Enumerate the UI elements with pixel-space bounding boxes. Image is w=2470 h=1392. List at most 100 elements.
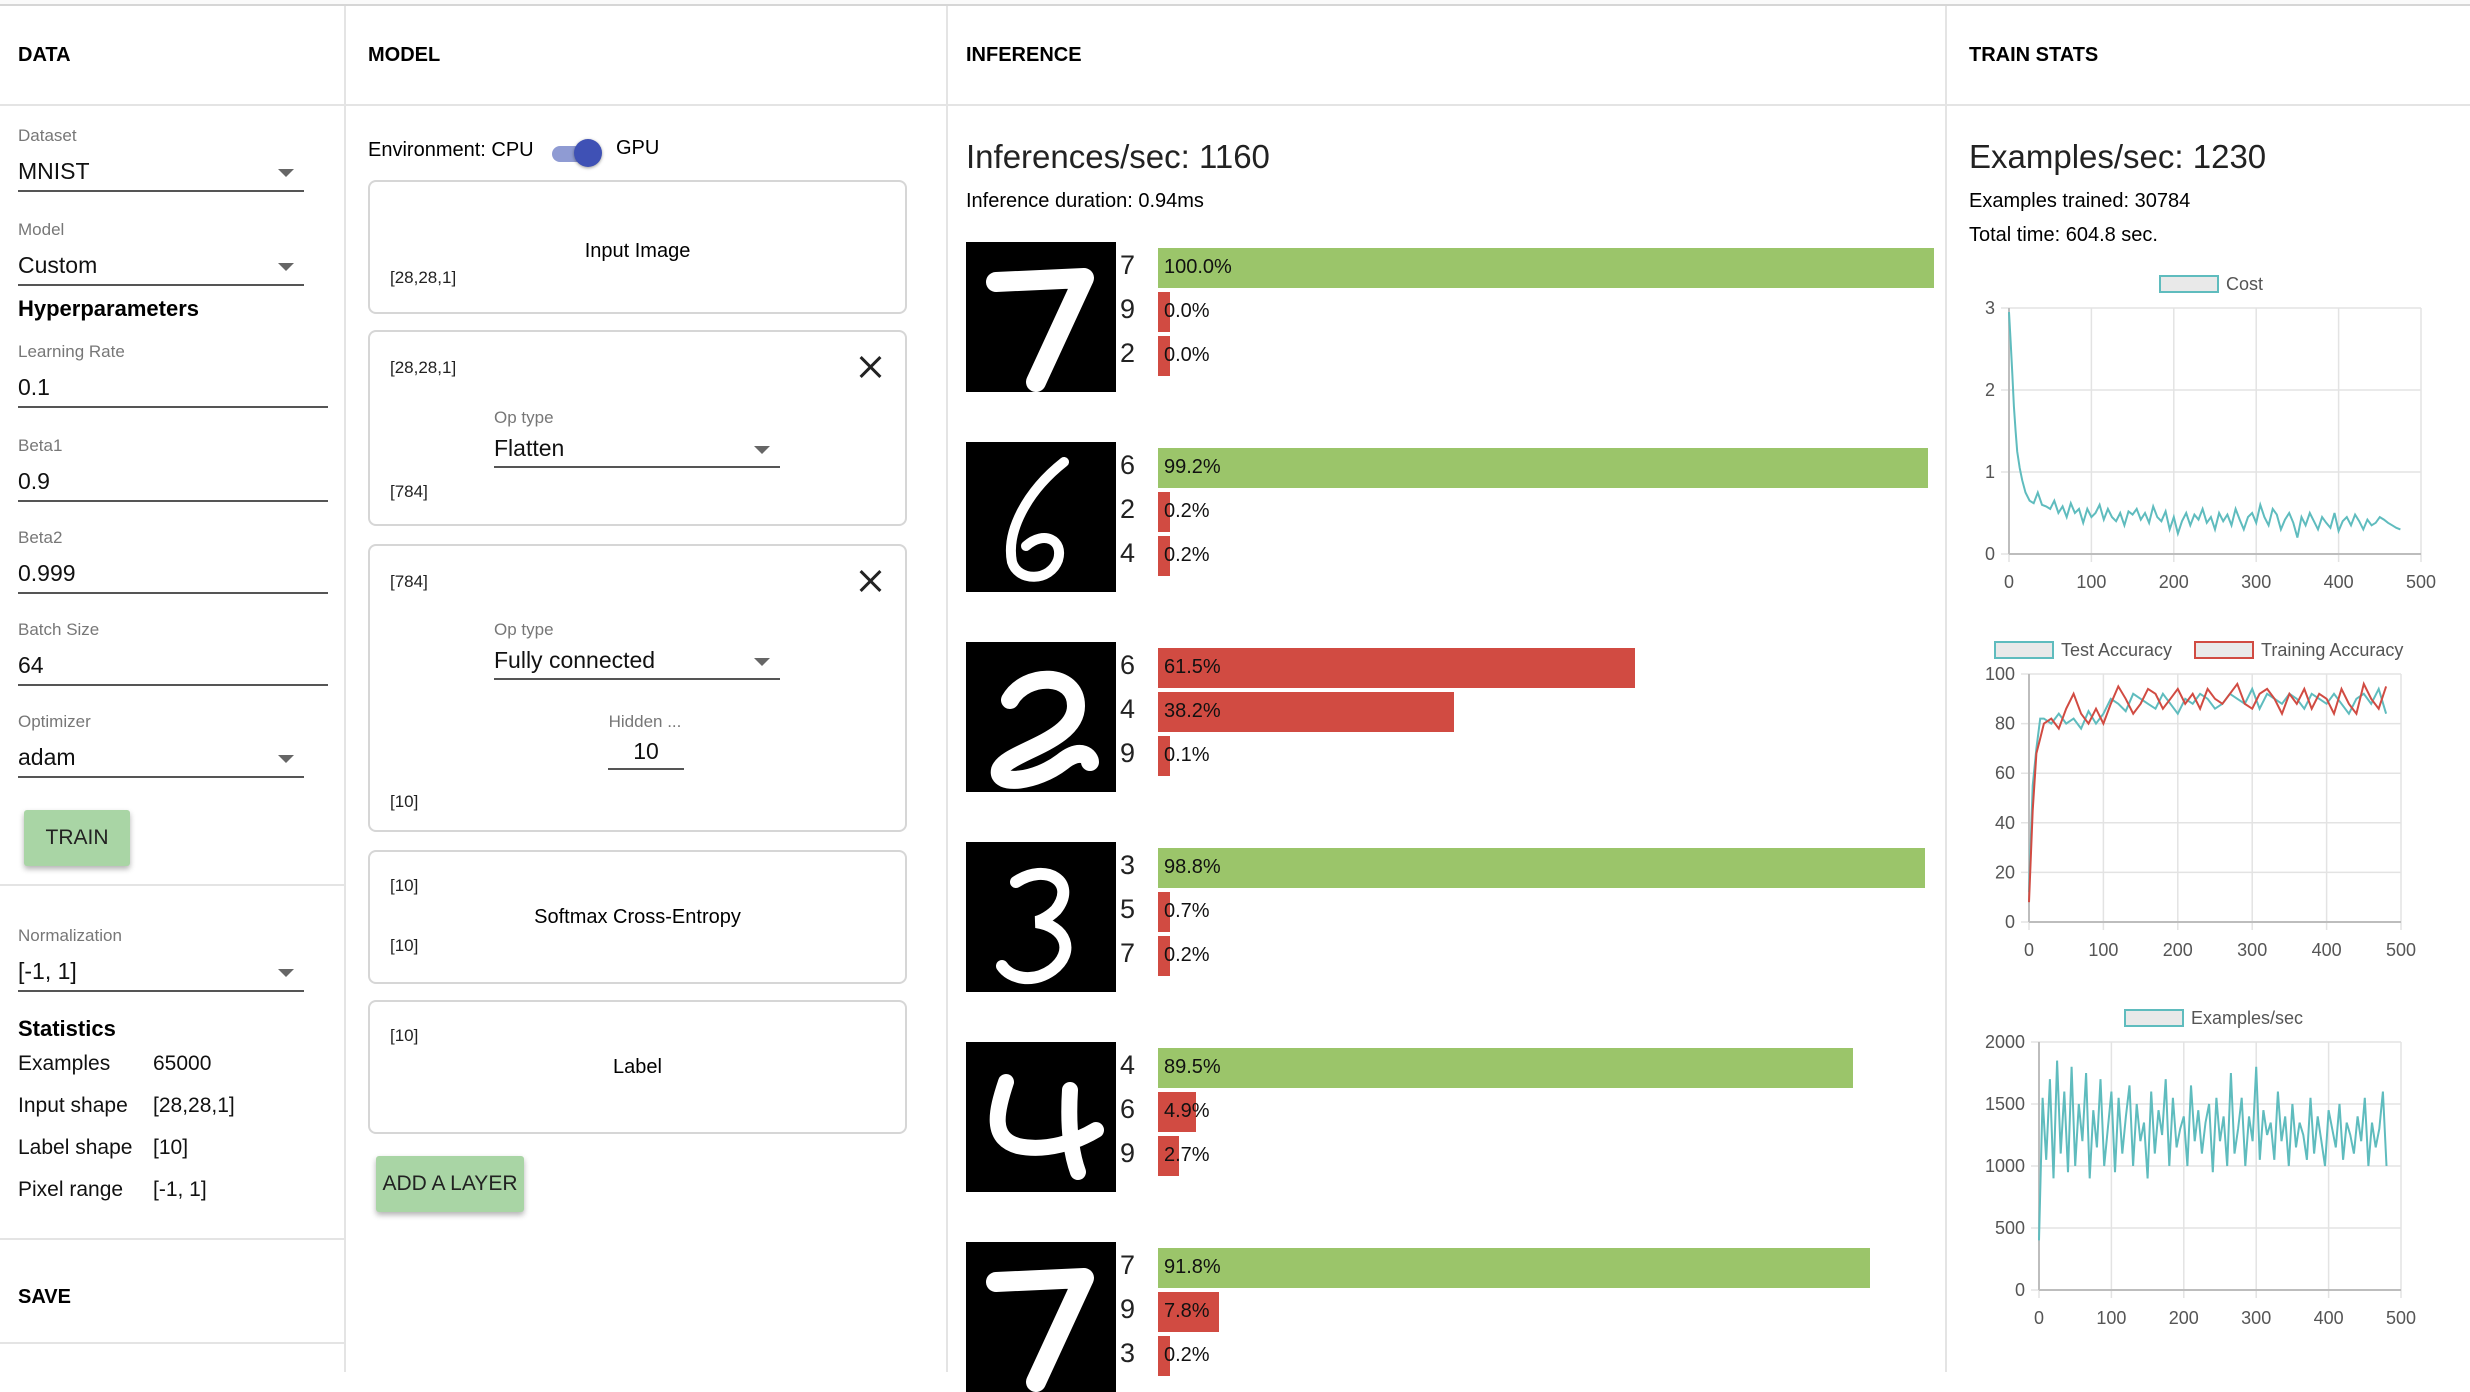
learning-rate-input[interactable]: 0.1 xyxy=(18,368,328,408)
prediction-percent: 4.9% xyxy=(1164,1100,1210,1123)
prediction-bar xyxy=(1158,848,1925,888)
chevron-down-icon xyxy=(278,169,294,177)
close-icon[interactable] xyxy=(859,570,881,592)
model-label: Model xyxy=(18,220,64,240)
gpu-toggle[interactable] xyxy=(550,142,598,164)
beta1-value: 0.9 xyxy=(18,468,50,495)
data-panel-title: DATA xyxy=(0,6,344,106)
statistics-title: Statistics xyxy=(18,1016,116,1042)
beta1-label: Beta1 xyxy=(18,436,62,456)
dataset-value: MNIST xyxy=(18,158,90,185)
prediction-percent: 7.8% xyxy=(1164,1300,1210,1323)
prediction-percent: 61.5% xyxy=(1164,656,1221,679)
optimizer-value: adam xyxy=(18,744,76,771)
prediction-percent: 0.2% xyxy=(1164,1344,1210,1367)
normalization-select[interactable]: [-1, 1] xyxy=(18,952,304,992)
prediction-label: 7 xyxy=(1120,1250,1135,1281)
stat-value: [28,28,1] xyxy=(153,1094,235,1118)
learning-rate-label: Learning Rate xyxy=(18,342,125,362)
prediction-percent: 0.2% xyxy=(1164,500,1210,523)
prediction-label: 9 xyxy=(1120,1294,1135,1325)
y-tick-label: 1000 xyxy=(1985,1156,2025,1176)
prediction-bar xyxy=(1158,448,1928,488)
prediction-percent: 98.8% xyxy=(1164,856,1221,879)
input-image-layer-card: Input Image [28,28,1] xyxy=(368,180,907,314)
legend-swatch[interactable] xyxy=(2125,1010,2183,1026)
output-shape: [10] xyxy=(390,936,418,956)
op-type-label: Op type xyxy=(494,408,554,428)
model-select[interactable]: Custom xyxy=(18,246,304,286)
x-tick-label: 200 xyxy=(2169,1308,2199,1328)
prediction-percent: 91.8% xyxy=(1164,1256,1221,1279)
input-shape: [784] xyxy=(390,572,428,592)
chevron-down-icon xyxy=(754,658,770,666)
op-type-label: Op type xyxy=(494,620,554,640)
legend-swatch[interactable] xyxy=(2160,276,2218,292)
train-stats-panel-title: TRAIN STATS xyxy=(1947,6,2470,106)
model-panel: MODEL Environment: CPU GPU Input Image [… xyxy=(346,6,948,1372)
series-line xyxy=(2009,312,2400,537)
total-time: Total time: 604.8 sec. xyxy=(1969,224,2158,247)
prediction-label: 4 xyxy=(1120,538,1135,569)
y-tick-label: 60 xyxy=(1995,763,2015,783)
chevron-down-icon xyxy=(278,263,294,271)
close-icon[interactable] xyxy=(859,356,881,378)
series-line xyxy=(2029,689,2386,892)
x-tick-label: 100 xyxy=(2088,940,2118,960)
prediction-percent: 0.0% xyxy=(1164,300,1210,323)
stat-value: [10] xyxy=(153,1136,188,1160)
hyperparameters-title: Hyperparameters xyxy=(18,296,199,322)
chevron-down-icon xyxy=(278,969,294,977)
dataset-select[interactable]: MNIST xyxy=(18,152,304,192)
toggle-thumb xyxy=(574,139,602,167)
y-tick-label: 40 xyxy=(1995,813,2015,833)
batch-size-input[interactable]: 64 xyxy=(18,646,328,686)
x-tick-label: 0 xyxy=(2034,1308,2044,1328)
train-button[interactable]: TRAIN xyxy=(24,810,130,866)
op-type-select[interactable]: Flatten xyxy=(494,430,780,468)
beta2-input[interactable]: 0.999 xyxy=(18,554,328,594)
prediction-label: 6 xyxy=(1120,450,1135,481)
legend-swatch[interactable] xyxy=(1995,642,2053,658)
digit-image xyxy=(966,1242,1116,1392)
prediction-percent: 0.2% xyxy=(1164,544,1210,567)
legend-label: Cost xyxy=(2226,274,2263,294)
y-tick-label: 1 xyxy=(1985,462,1995,482)
divider xyxy=(0,1342,346,1344)
x-tick-label: 100 xyxy=(2096,1308,2126,1328)
x-tick-label: 200 xyxy=(2163,940,2193,960)
prediction-label: 9 xyxy=(1120,738,1135,769)
optimizer-select[interactable]: adam xyxy=(18,738,304,778)
dataset-label: Dataset xyxy=(18,126,77,146)
layer-title: Label xyxy=(370,1056,905,1079)
legend-label: Training Accuracy xyxy=(2261,640,2403,660)
prediction-bar xyxy=(1158,648,1635,688)
save-button[interactable]: SAVE xyxy=(18,1286,71,1309)
train-stats-panel: TRAIN STATS Examples/sec: 1230 Examples … xyxy=(1947,6,2470,1372)
x-tick-label: 400 xyxy=(2314,1308,2344,1328)
legend-label: Examples/sec xyxy=(2191,1008,2303,1028)
prediction-percent: 0.2% xyxy=(1164,944,1210,967)
add-layer-button[interactable]: ADD A LAYER xyxy=(376,1156,524,1212)
prediction-label: 3 xyxy=(1120,850,1135,881)
prediction-label: 7 xyxy=(1120,938,1135,969)
hidden-units-input[interactable]: 10 xyxy=(608,734,684,770)
prediction-bar xyxy=(1158,1048,1853,1088)
output-shape: [784] xyxy=(390,482,428,502)
stat-key: Input shape xyxy=(18,1094,128,1118)
x-tick-label: 300 xyxy=(2241,572,2271,592)
x-tick-label: 0 xyxy=(2004,572,2014,592)
beta1-input[interactable]: 0.9 xyxy=(18,462,328,502)
legend-swatch[interactable] xyxy=(2195,642,2253,658)
prediction-percent: 99.2% xyxy=(1164,456,1221,479)
beta2-value: 0.999 xyxy=(18,560,76,587)
prediction-label: 2 xyxy=(1120,494,1135,525)
inference-duration: Inference duration: 0.94ms xyxy=(966,190,1204,213)
op-type-select[interactable]: Fully connected xyxy=(494,642,780,680)
inference-panel-title: INFERENCE xyxy=(948,6,1945,106)
stat-key: Label shape xyxy=(18,1136,132,1160)
stat-key: Pixel range xyxy=(18,1178,123,1202)
divider xyxy=(0,1238,346,1240)
chevron-down-icon xyxy=(754,446,770,454)
